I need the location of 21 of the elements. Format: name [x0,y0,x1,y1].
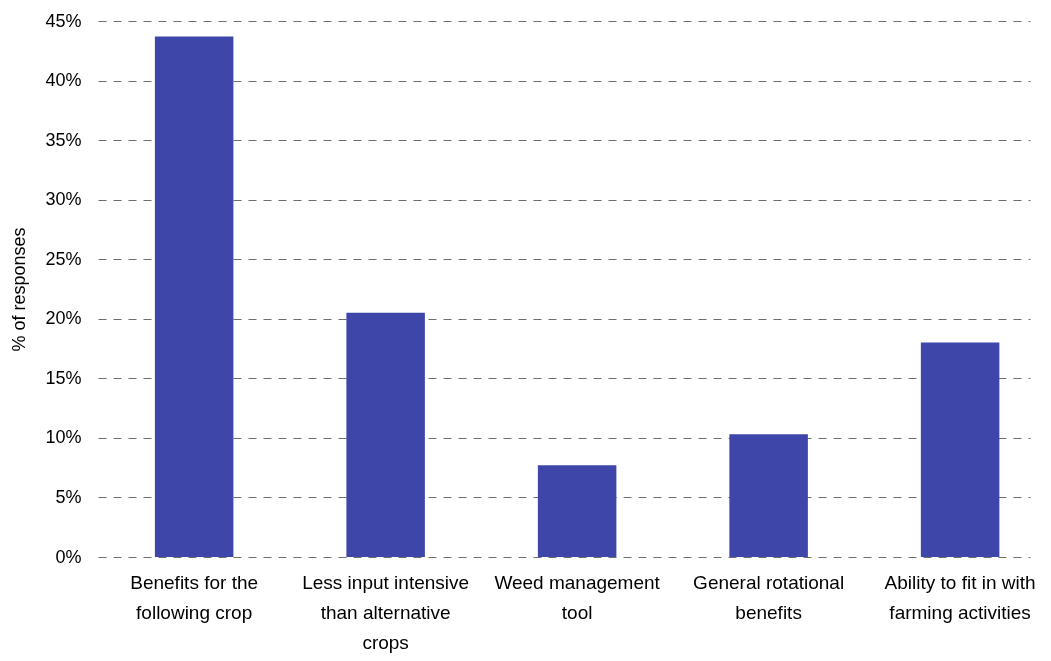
bar [729,434,808,557]
y-tick-label: 25% [45,248,82,269]
x-tick-label: Weed management tool [494,571,661,623]
bar [537,465,617,557]
bar [920,342,1000,557]
bar [154,36,234,557]
y-tick-label: 5% [55,486,82,507]
y-tick-label: 45% [45,10,82,31]
y-tick-label: 35% [45,129,82,150]
x-tick-label: Ability to fit in with farming activities [884,571,1036,623]
x-tick-label: Less input intensive than alternative crops [302,571,470,653]
y-tick-label: 40% [45,70,82,91]
x-tick-label: Benefits for the following crop [130,571,259,623]
y-tick-label: 30% [45,189,82,210]
y-tick-label: 0% [55,546,82,567]
x-tick-label: General rotational benefits [693,571,845,623]
bar [346,312,425,557]
y-axis-title: % of responses [9,227,30,352]
y-tick-label: 10% [45,427,82,448]
y-tick-label: 20% [45,308,82,329]
y-tick-label: 15% [45,367,82,388]
